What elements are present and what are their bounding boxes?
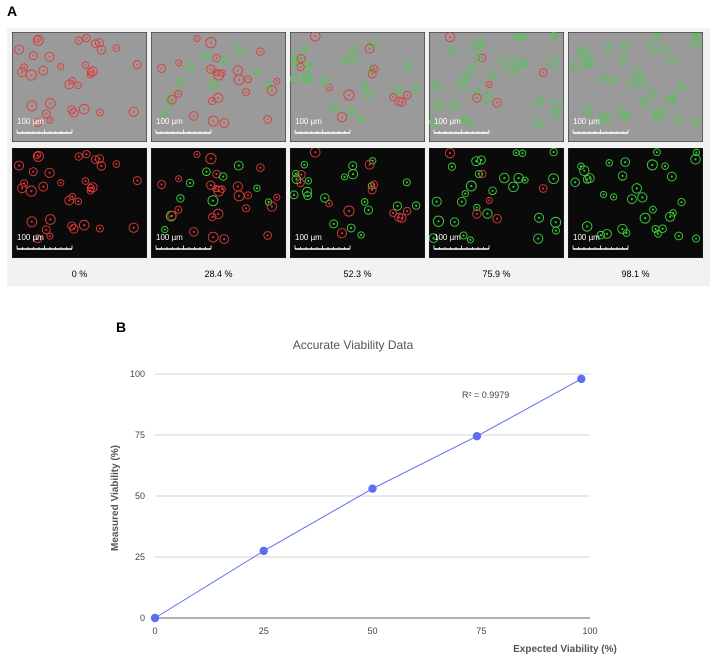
- scale-bar-label: 100 µm: [295, 117, 322, 126]
- scale-bar-label: 100 µm: [434, 117, 461, 126]
- series-line: [154, 378, 582, 619]
- y-tick-label: 100: [130, 369, 145, 379]
- scale-bar-label: 100 µm: [573, 233, 600, 242]
- data-point: [259, 546, 268, 556]
- data-point: [577, 374, 586, 384]
- panel-b-label: B: [116, 319, 127, 335]
- x-axis-title: Expected Viability (%): [513, 644, 617, 655]
- fluorescence-image-1: 100 µm: [151, 148, 286, 258]
- y-axis-title: Measured Viability (%): [110, 445, 121, 551]
- data-point: [150, 613, 160, 623]
- brightfield-image-4: 100 µm: [568, 32, 703, 142]
- brightfield-image-3: 100 µm: [429, 32, 564, 142]
- viability-label-1: 28.4 %: [204, 269, 233, 279]
- x-tick-label: 100: [582, 626, 597, 636]
- fluorescence-image-3: 100 µm: [429, 148, 564, 258]
- scale-bar-label: 100 µm: [156, 233, 183, 242]
- fluorescence-image-0: 100 µm: [12, 148, 147, 258]
- scale-bar-label: 100 µm: [17, 117, 44, 126]
- chart-title: Accurate Viability Data: [293, 338, 414, 352]
- x-tick-label: 75: [476, 626, 486, 636]
- scale-bar-label: 100 µm: [295, 233, 322, 242]
- brightfield-image-0: 100 µm: [12, 32, 147, 142]
- viability-label-2: 52.3 %: [343, 269, 372, 279]
- data-point: [472, 432, 482, 441]
- panel-a-label: A: [7, 3, 18, 19]
- data-point: [368, 484, 377, 493]
- viability-label-3: 75.9 %: [482, 269, 511, 279]
- scale-bar-label: 100 µm: [17, 233, 44, 242]
- chart-grid: [155, 373, 590, 619]
- brightfield-image-2: 100 µm: [290, 32, 425, 142]
- y-tick-label: 25: [135, 552, 145, 562]
- y-tick-label: 0: [140, 613, 145, 623]
- r-squared-annotation: R² = 0.9979: [462, 390, 509, 400]
- chart-series: [150, 374, 586, 623]
- y-tick-label: 50: [135, 491, 145, 501]
- viability-chart: Accurate Viability Data 0 25 50 75 100 0 25 50 7…: [110, 338, 617, 655]
- fluorescence-image-2: 100 µm: [290, 148, 425, 258]
- fluorescence-image-4: 100 µm: [568, 148, 703, 258]
- x-tick-label: 0: [152, 626, 157, 636]
- scale-bar-label: 100 µm: [434, 233, 461, 242]
- brightfield-image-1: 100 µm: [151, 32, 286, 142]
- viability-label-4: 98.1 %: [621, 269, 650, 279]
- x-tick-label: 25: [259, 626, 269, 636]
- viability-label-0: 0 %: [71, 269, 88, 279]
- micrograph-panel: 100 µm 100 µm 100 µm 100 µm 100 µm 100 µm 100 …: [7, 28, 710, 286]
- scale-bar-label: 100 µm: [156, 117, 183, 126]
- y-tick-label: 75: [135, 430, 145, 440]
- x-tick-label: 50: [367, 626, 377, 636]
- scale-bar-label: 100 µm: [573, 117, 600, 126]
- chart-ticks: 0 25 50 75 100 0 25 50 75 100: [130, 369, 598, 636]
